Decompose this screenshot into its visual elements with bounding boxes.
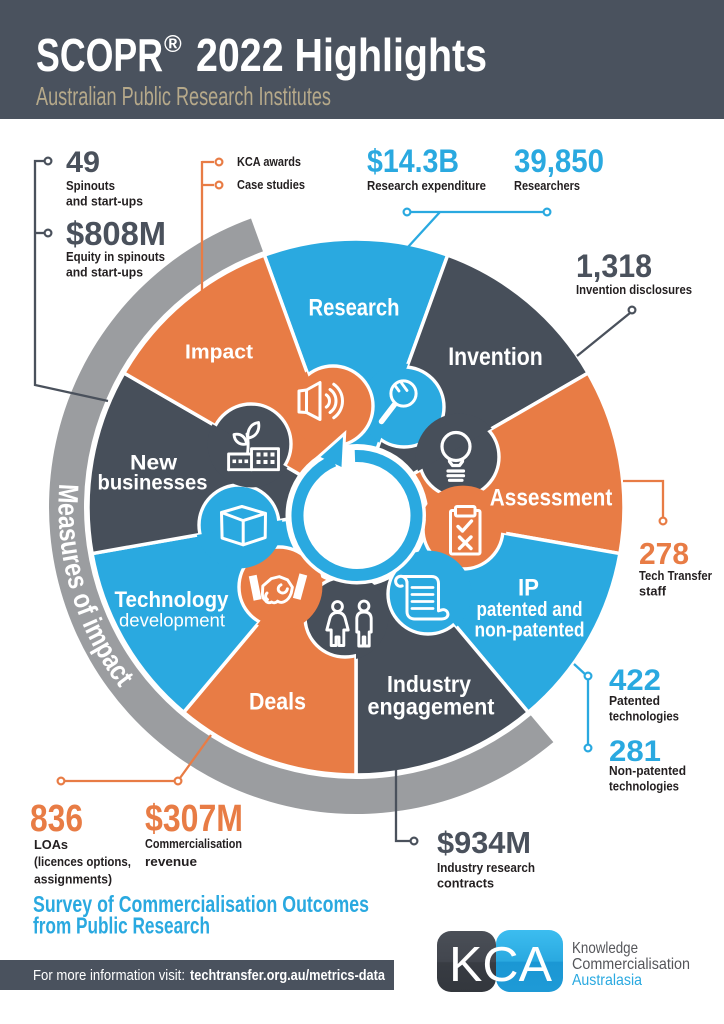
svg-text:IP: IP: [518, 575, 539, 602]
svg-text:$934M: $934M: [437, 825, 531, 860]
svg-text:techtransfer.org.au/metrics-da: techtransfer.org.au/metrics-data: [190, 968, 386, 984]
svg-text:non-patented: non-patented: [475, 620, 585, 642]
svg-text:Australasia: Australasia: [572, 972, 642, 989]
svg-text:KCA awards: KCA awards: [237, 154, 301, 169]
svg-text:Spinouts: Spinouts: [66, 178, 115, 193]
svg-text:Survey of Commercialisation Ou: Survey of Commercialisation Outcomes: [33, 891, 369, 917]
svg-text:LOAs: LOAs: [34, 837, 68, 852]
svg-text:Commercialisation: Commercialisation: [145, 836, 242, 851]
svg-text:836: 836: [30, 798, 83, 840]
svg-text:39,850: 39,850: [514, 143, 604, 179]
svg-text:businesses: businesses: [98, 471, 208, 495]
svg-text:For more information visit:: For more information visit:: [33, 968, 185, 984]
svg-text:1,318: 1,318: [576, 248, 652, 284]
svg-text:2022 Highlights: 2022 Highlights: [196, 29, 487, 81]
svg-text:staff: staff: [639, 584, 667, 599]
svg-text:Impact: Impact: [185, 341, 253, 364]
svg-text:Equity in spinouts: Equity in spinouts: [66, 249, 165, 264]
svg-text:Patented: Patented: [609, 693, 660, 708]
svg-text:$307M: $307M: [145, 798, 243, 840]
svg-text:Assessment: Assessment: [490, 486, 613, 512]
svg-text:Research expenditure: Research expenditure: [367, 178, 486, 193]
svg-text:from Public Research: from Public Research: [33, 913, 210, 939]
svg-text:Invention: Invention: [448, 343, 543, 371]
svg-text:Non-patented: Non-patented: [609, 763, 686, 778]
svg-text:KCA: KCA: [449, 938, 552, 992]
svg-text:Research: Research: [309, 295, 400, 322]
svg-text:New: New: [130, 451, 177, 475]
svg-text:assignments): assignments): [34, 872, 112, 887]
svg-text:Deals: Deals: [249, 689, 306, 716]
svg-text:$808M: $808M: [66, 215, 166, 252]
svg-text:Industry research: Industry research: [437, 860, 535, 875]
svg-text:278: 278: [639, 536, 689, 571]
svg-text:$14.3B: $14.3B: [367, 143, 459, 179]
svg-text:Commercialisation: Commercialisation: [572, 956, 690, 973]
svg-text:Industry: Industry: [387, 671, 471, 697]
svg-text:Case studies: Case studies: [237, 177, 305, 192]
svg-text:Australian Public Research Ins: Australian Public Research Institutes: [36, 81, 331, 111]
svg-text:281: 281: [609, 735, 661, 768]
svg-text:and start-ups: and start-ups: [66, 194, 143, 209]
svg-text:contracts: contracts: [437, 876, 494, 891]
svg-text:development: development: [119, 610, 225, 631]
svg-text:®: ®: [164, 31, 182, 58]
svg-text:SCOPR: SCOPR: [36, 29, 163, 81]
svg-text:Invention disclosures: Invention disclosures: [576, 282, 692, 297]
svg-text:engagement: engagement: [368, 694, 495, 720]
svg-text:patented and: patented and: [477, 599, 583, 621]
svg-text:and start-ups: and start-ups: [66, 265, 143, 280]
svg-text:(licences options,: (licences options,: [34, 854, 131, 869]
svg-text:Knowledge: Knowledge: [572, 940, 638, 957]
svg-text:technologies: technologies: [609, 709, 679, 724]
svg-text:49: 49: [66, 146, 100, 179]
svg-text:technologies: technologies: [609, 779, 679, 794]
svg-text:revenue: revenue: [145, 854, 197, 869]
svg-text:Tech Transfer: Tech Transfer: [639, 568, 712, 583]
svg-text:422: 422: [609, 664, 661, 697]
svg-text:Technology: Technology: [115, 587, 229, 612]
svg-text:Researchers: Researchers: [514, 178, 580, 193]
